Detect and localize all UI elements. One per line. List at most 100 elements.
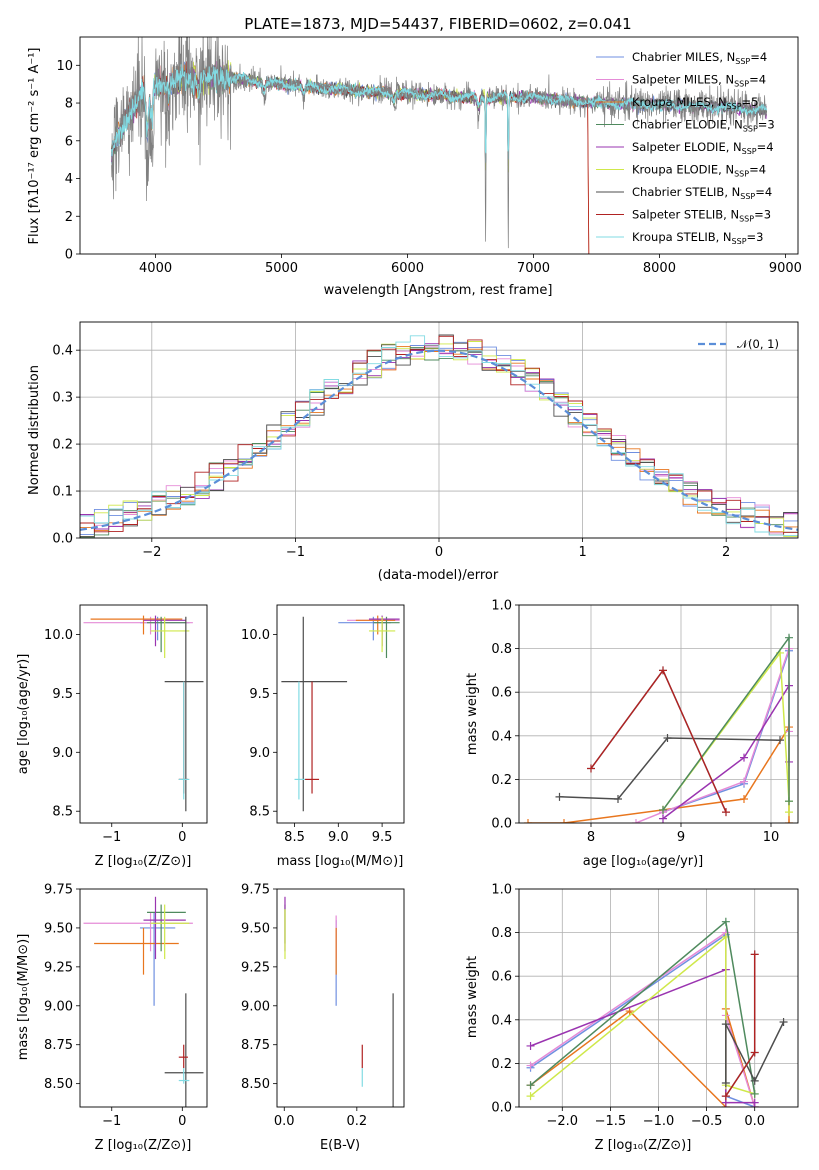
- data-point: [659, 666, 667, 675]
- y-tick-label: 0.0: [491, 817, 512, 832]
- data-point: [560, 819, 568, 823]
- data-point: [785, 797, 793, 806]
- series-line: [725, 1021, 785, 1083]
- data-point: [740, 753, 748, 762]
- y-tick-label: 9.00: [241, 999, 270, 1014]
- legend-entry-chabrier-stelib: Chabrier STELIB, NSSP=4: [632, 185, 772, 201]
- y-axis-label: mass weight: [465, 956, 480, 1038]
- series-lines: [524, 633, 793, 823]
- data-point: [750, 1098, 759, 1107]
- errorbar-chabrier-elodie: [147, 904, 186, 952]
- mass-vs-ebv-panel: E(B-V) 0.0 0.2 8.50 8.75 9.00 9.25 9.50 9.75: [241, 883, 405, 1153]
- x-tick-label: 7000: [517, 261, 550, 276]
- ticks: 4000 5000 6000 7000 8000 9000 0 2 4 6 8 10: [56, 59, 801, 276]
- y-axis-label: mass [log₁₀(M/M⊙)]: [16, 934, 31, 1061]
- age-vs-mass-panel: mass [log₁₀(M/M⊙)] 8.5 9.0 9.5 8.5 9.0 9.5 10.…: [241, 604, 405, 869]
- errorbar-chabrier-elodie: [147, 616, 186, 653]
- observed-spectrum: [111, 37, 767, 249]
- data-point: [750, 1076, 759, 1085]
- x-tick-label: −1: [102, 830, 121, 845]
- ticks: 8 9 10 0.0 0.2 0.4 0.6 0.8 1.0: [491, 599, 779, 846]
- legend-entry-kroupa-elodie: Kroupa ELODIE, NSSP=4: [632, 163, 766, 179]
- y-tick-label: 0.8: [491, 926, 512, 941]
- data-point: [740, 777, 748, 786]
- chart-title: PLATE=1873, MJD=54437, FIBERID=0602, z=0…: [244, 15, 631, 33]
- x-axis-label: E(B-V): [320, 1138, 360, 1153]
- x-tick-label: 0: [178, 1114, 186, 1129]
- y-tick-label: 0: [65, 248, 73, 263]
- errorbar-chabrier-miles: [139, 912, 176, 1006]
- data-point: [750, 950, 759, 959]
- data-point: [526, 1092, 535, 1101]
- ticks: −2 −1 0 1 2 0.0 0.1 0.2 0.3 0.4: [52, 344, 730, 560]
- y-tick-label: 0.6: [491, 970, 512, 985]
- model-spectrum-kroupa-stelib-top: [111, 66, 767, 157]
- axes-frame: [518, 604, 799, 824]
- y-tick-label: 0.6: [491, 686, 512, 701]
- data-point: [526, 1081, 535, 1090]
- y-axis-label: Flux [fλ10⁻¹⁷ erg cm⁻² s⁻¹ A⁻¹]: [27, 48, 42, 245]
- series-chabrier-elodie: [526, 917, 759, 1098]
- x-axis-label: mass [log₁₀(M/M⊙)]: [277, 854, 404, 869]
- y-tick-label: 8.5: [52, 805, 73, 820]
- y-tick-label: 9.25: [241, 960, 270, 975]
- errorbar-salpeter-stelib: [305, 681, 320, 794]
- points: [281, 615, 400, 812]
- y-tick-label: 9.75: [241, 883, 270, 898]
- data-point: [740, 795, 748, 804]
- x-tick-label: 0.2: [346, 1114, 367, 1129]
- series-salpeter-stelib: [721, 950, 759, 1101]
- data-point: [721, 1079, 730, 1088]
- errorbar-kroupa-miles: [90, 615, 183, 635]
- y-tick-label: 10.0: [241, 628, 270, 643]
- data-point: [750, 1048, 759, 1057]
- data-point: [750, 1089, 759, 1098]
- ticks: 8.5 9.0 9.5 8.5 9.0 9.5 10.0: [241, 628, 392, 845]
- legend-entry-kroupa-miles: Kroupa MILES, NSSP=5: [632, 95, 758, 111]
- x-tick-label: 8: [587, 830, 595, 845]
- y-tick-label: 8.5: [249, 805, 270, 820]
- legend-entry-chabrier-miles: Chabrier MILES, NSSP=4: [632, 50, 767, 66]
- x-tick-label: 4000: [139, 261, 172, 276]
- x-axis-label: wavelength [Angstrom, rest frame]: [324, 283, 553, 298]
- y-tick-label: 0.2: [491, 773, 512, 788]
- axes-frame: [79, 604, 208, 824]
- x-tick-label: 1: [578, 545, 586, 560]
- y-tick-label: 1.0: [491, 883, 512, 898]
- y-tick-label: 0.0: [52, 532, 73, 547]
- x-tick-label: 5000: [265, 261, 298, 276]
- data-point: [659, 814, 667, 823]
- y-tick-label: 0.3: [52, 391, 73, 406]
- data-point: [722, 808, 730, 817]
- y-tick-label: 0.2: [491, 1057, 512, 1072]
- errorbar-kroupa-elodie: [150, 616, 190, 659]
- errorbar-kroupa-stelib: [294, 681, 306, 800]
- errorbar-kroupa-stelib: [178, 1068, 190, 1084]
- x-tick-label: −0.5: [691, 1114, 723, 1129]
- x-axis-label: age [log₁₀(age/yr)]: [583, 854, 704, 869]
- y-tick-label: 8.50: [241, 1077, 270, 1092]
- data-point: [779, 1017, 788, 1026]
- spectrum-panel: PLATE=1873, MJD=54437, FIBERID=0602, z=0…: [27, 15, 802, 298]
- legend-entry-salpeter-stelib: Salpeter STELIB, NSSP=3: [632, 208, 771, 224]
- x-tick-label: 6000: [391, 261, 424, 276]
- axes-frame: [79, 321, 799, 539]
- x-axis-label: Z [log₁₀(Z/Z⊙)]: [595, 1138, 692, 1153]
- y-tick-label: 9.0: [249, 746, 270, 761]
- data-point: [587, 764, 595, 773]
- legend-entry-salpeter-miles: Salpeter MILES, NSSP=4: [632, 73, 766, 89]
- series-line: [530, 935, 755, 1097]
- y-tick-label: 0.8: [491, 642, 512, 657]
- axes-frame: [276, 888, 405, 1108]
- data-point: [614, 795, 622, 804]
- data-point: [555, 792, 564, 801]
- y-tick-label: 9.00: [44, 999, 73, 1014]
- data-point: [663, 733, 672, 742]
- y-tick-label: 9.75: [44, 883, 73, 898]
- y-tick-label: 6: [65, 134, 73, 149]
- legend: Chabrier MILES, NSSP=4 Salpeter MILES, NS…: [596, 50, 775, 246]
- x-axis-label: Z [log₁₀(Z/Z⊙)]: [95, 1138, 192, 1153]
- ticks: 0.0 0.2 8.50 8.75 9.00 9.25 9.50 9.75: [241, 883, 367, 1130]
- points: [83, 896, 204, 1107]
- ticks: −1 0 8.5 9.0 9.5 10.0: [44, 628, 186, 845]
